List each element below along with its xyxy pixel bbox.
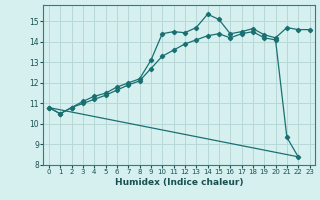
- X-axis label: Humidex (Indice chaleur): Humidex (Indice chaleur): [115, 178, 244, 187]
